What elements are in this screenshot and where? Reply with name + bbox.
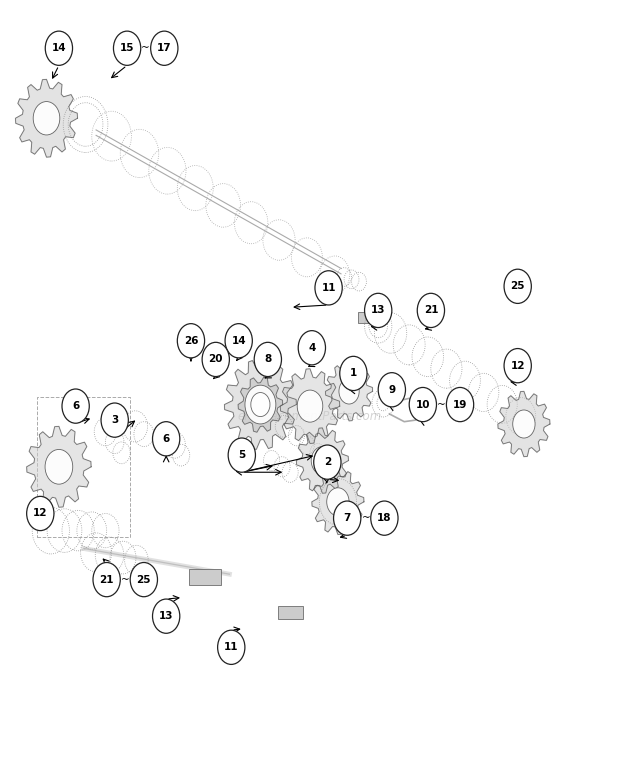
Polygon shape [296, 428, 348, 493]
Circle shape [218, 630, 245, 664]
Text: 8: 8 [264, 355, 272, 364]
Polygon shape [312, 469, 364, 534]
Circle shape [504, 269, 531, 303]
Circle shape [27, 496, 54, 531]
Text: eReplacementParts.com: eReplacementParts.com [238, 410, 382, 422]
Text: 2: 2 [324, 457, 331, 467]
Circle shape [315, 271, 342, 305]
Polygon shape [238, 377, 283, 433]
Polygon shape [27, 426, 91, 507]
Text: ~: ~ [361, 513, 370, 523]
Circle shape [378, 373, 405, 407]
Text: 1: 1 [350, 369, 357, 378]
Circle shape [251, 393, 270, 416]
Text: 26: 26 [184, 336, 198, 345]
Circle shape [311, 447, 334, 475]
Circle shape [151, 31, 178, 65]
Polygon shape [224, 359, 296, 450]
Circle shape [153, 422, 180, 456]
Text: 6: 6 [72, 401, 79, 411]
Text: 20: 20 [208, 355, 223, 364]
Text: 19: 19 [453, 400, 467, 409]
Circle shape [101, 403, 128, 437]
Circle shape [245, 385, 276, 424]
Text: 13: 13 [371, 306, 386, 315]
Polygon shape [280, 369, 340, 443]
Text: 14: 14 [231, 336, 246, 345]
Text: 6: 6 [162, 434, 170, 443]
Circle shape [314, 445, 341, 479]
Polygon shape [16, 79, 78, 157]
Circle shape [45, 450, 73, 484]
Circle shape [297, 390, 323, 422]
FancyBboxPatch shape [358, 312, 372, 323]
Text: 21: 21 [423, 306, 438, 315]
Text: 7: 7 [343, 513, 351, 523]
Circle shape [93, 562, 120, 597]
Circle shape [254, 342, 281, 377]
Polygon shape [498, 391, 550, 457]
Circle shape [225, 324, 252, 358]
Circle shape [45, 31, 73, 65]
Text: 11: 11 [321, 283, 336, 293]
FancyBboxPatch shape [278, 606, 303, 619]
Circle shape [339, 379, 359, 404]
Circle shape [202, 342, 229, 377]
Circle shape [177, 324, 205, 358]
Text: 25: 25 [510, 282, 525, 291]
Text: ~: ~ [121, 575, 130, 584]
Text: 4: 4 [308, 343, 316, 352]
Text: 14: 14 [51, 44, 66, 53]
Circle shape [62, 389, 89, 423]
Text: 21: 21 [99, 575, 114, 584]
Text: 18: 18 [377, 513, 392, 523]
Text: 15: 15 [120, 44, 135, 53]
Circle shape [504, 349, 531, 383]
Circle shape [513, 410, 535, 438]
FancyBboxPatch shape [189, 569, 221, 585]
Text: 17: 17 [157, 44, 172, 53]
Text: 9: 9 [388, 385, 396, 394]
Circle shape [446, 387, 474, 422]
Circle shape [334, 501, 361, 535]
Text: 25: 25 [136, 575, 151, 584]
Text: 3: 3 [111, 415, 118, 425]
Text: ~: ~ [437, 400, 446, 409]
Circle shape [113, 31, 141, 65]
Circle shape [365, 293, 392, 328]
Text: 10: 10 [415, 400, 430, 409]
Text: 11: 11 [224, 643, 239, 652]
Text: 12: 12 [33, 509, 48, 518]
Circle shape [130, 562, 157, 597]
Circle shape [417, 293, 445, 328]
Circle shape [153, 599, 180, 633]
Text: 5: 5 [238, 450, 246, 460]
Circle shape [371, 501, 398, 535]
Circle shape [327, 488, 349, 516]
Circle shape [298, 331, 326, 365]
Text: 13: 13 [159, 612, 174, 621]
Circle shape [409, 387, 436, 422]
Circle shape [228, 438, 255, 472]
Text: ~: ~ [141, 44, 150, 53]
Text: 12: 12 [510, 361, 525, 370]
Polygon shape [326, 362, 373, 421]
Circle shape [340, 356, 367, 391]
Circle shape [33, 102, 60, 135]
